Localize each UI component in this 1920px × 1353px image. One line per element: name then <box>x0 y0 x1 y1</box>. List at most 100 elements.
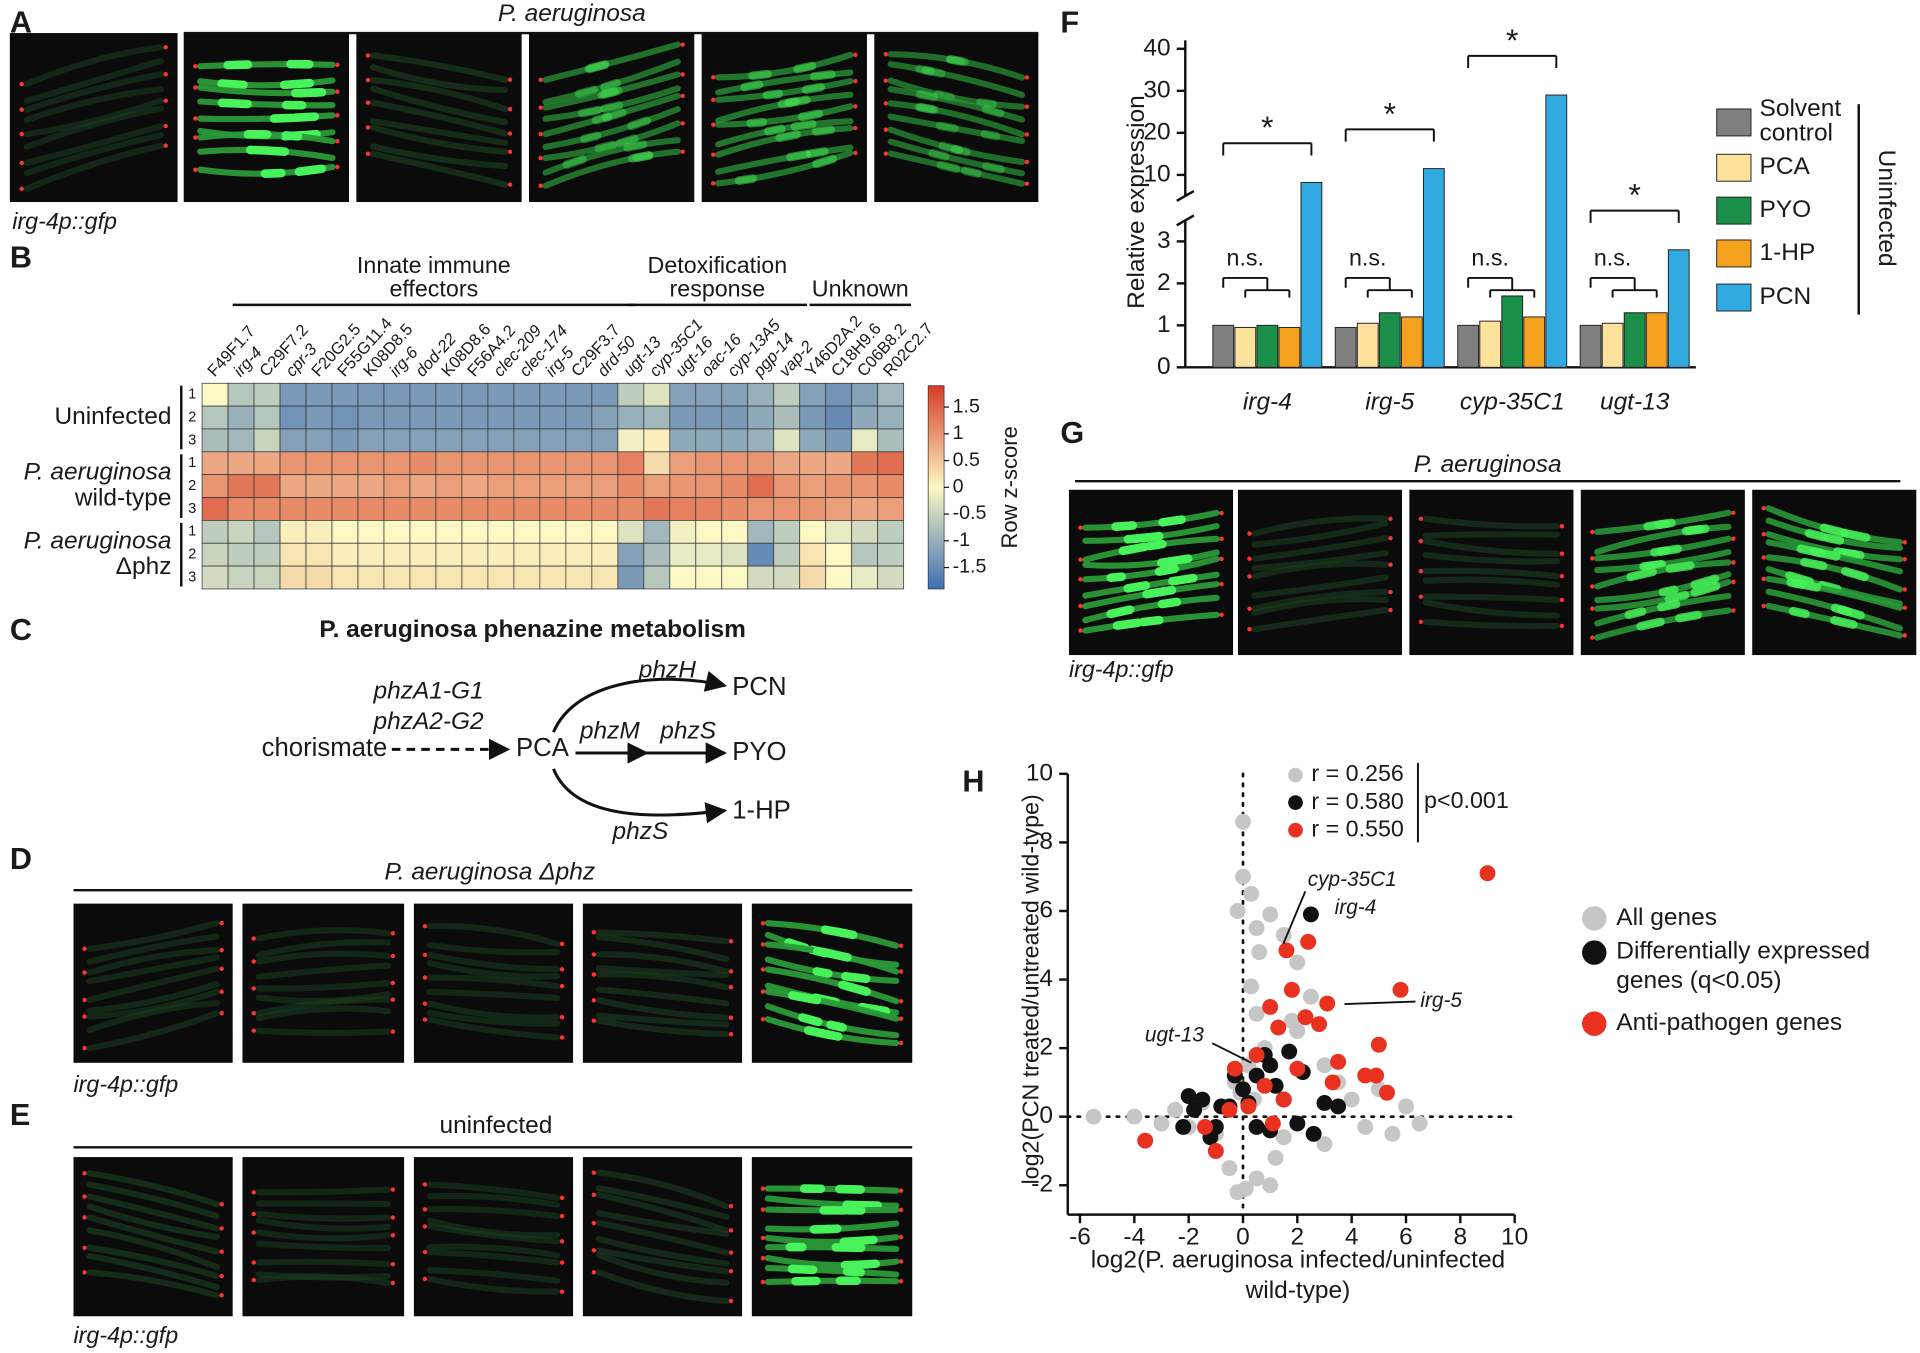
data-point <box>1357 1119 1374 1135</box>
pharynx-marker <box>335 113 340 118</box>
heatmap-cell <box>539 565 567 590</box>
pharynx-marker <box>1731 579 1736 585</box>
gfp-signal <box>1154 564 1180 576</box>
micrograph <box>9 33 178 203</box>
heatmap-cell <box>565 474 593 498</box>
gene-annotation: cyp-35C1 <box>1308 868 1397 891</box>
worm <box>887 113 1026 144</box>
heatmap-cell <box>591 497 619 521</box>
pharynx-marker <box>898 943 904 948</box>
heatmap-cell <box>773 428 801 453</box>
data-point <box>1324 1074 1341 1091</box>
worm <box>595 997 730 1021</box>
worm <box>1082 555 1220 583</box>
pathway-title: P. aeruginosa phenazine metabolism <box>319 616 746 643</box>
pharynx-marker <box>219 1293 224 1298</box>
pharynx-marker <box>728 1268 734 1274</box>
gfp-signal <box>811 125 836 136</box>
gfp-signal <box>1161 554 1193 567</box>
legend-swatch <box>1716 153 1752 182</box>
pharynx-marker <box>538 77 543 83</box>
worm <box>764 1277 900 1286</box>
worm <box>595 986 730 1007</box>
pharynx-marker <box>1902 605 1907 611</box>
worm <box>23 97 164 138</box>
heatmap-cell <box>279 497 307 521</box>
pharynx-marker <box>163 143 168 148</box>
heatmap-cell <box>409 497 437 521</box>
heatmap-cell <box>695 497 723 521</box>
pharynx-marker <box>591 930 597 935</box>
worm <box>255 1258 392 1268</box>
x-tick-label: ugt-13 <box>1600 388 1670 415</box>
data-point <box>1197 1119 1213 1135</box>
data-point <box>1248 1047 1265 1063</box>
pharynx-marker <box>591 1248 597 1253</box>
panel-title: P. aeruginosa <box>1414 451 1562 478</box>
pharynx-marker <box>591 1018 597 1023</box>
pharynx-marker <box>219 966 224 972</box>
gfp-signal <box>803 1026 835 1040</box>
pharynx-marker <box>251 1011 256 1016</box>
heatmap-cell <box>383 474 411 498</box>
worm <box>542 120 681 162</box>
pharynx-marker <box>219 1010 224 1016</box>
pharynx-marker <box>390 1262 396 1267</box>
colorbar-label: Row z-score <box>997 426 1022 548</box>
pharynx-marker <box>728 1032 734 1037</box>
pharynx-marker <box>1247 531 1252 536</box>
gfp-signal <box>223 60 253 70</box>
gfp-signal <box>1157 597 1182 609</box>
heatmap-cell <box>617 474 645 498</box>
worm <box>23 44 164 88</box>
heatmap-cell <box>591 405 619 430</box>
worm <box>369 118 509 146</box>
data-point <box>1237 1180 1254 1197</box>
gene-annotation: irg-5 <box>1420 989 1462 1012</box>
panel-letter: C <box>10 613 32 647</box>
heatmap-cell <box>357 565 385 590</box>
worm <box>197 98 336 109</box>
gfp-signal <box>217 98 252 109</box>
gfp-signal <box>632 151 654 162</box>
pharynx-marker <box>422 975 428 980</box>
pharynx-marker <box>559 1195 565 1200</box>
pharynx-marker <box>1024 132 1030 137</box>
heatmap-cell <box>305 405 333 430</box>
pharynx-marker <box>251 1190 256 1195</box>
data-point <box>1248 1119 1265 1135</box>
data-point <box>1256 1077 1273 1094</box>
heatmap-cell <box>669 520 697 544</box>
gfp-signal <box>915 90 938 102</box>
worm <box>426 1181 561 1201</box>
worm <box>255 950 392 965</box>
worm <box>23 71 164 113</box>
worm <box>426 1009 561 1027</box>
data-point <box>1319 995 1336 1012</box>
heatmap-cell <box>409 565 437 590</box>
heatmap-cell <box>747 520 775 544</box>
gfp-signal <box>1804 529 1828 542</box>
heatmap-cell <box>409 474 437 498</box>
heatmap-cell <box>721 405 749 430</box>
pharynx-marker <box>538 183 543 189</box>
pharynx-marker <box>680 121 685 126</box>
y-tick-label: 4 <box>1039 965 1053 992</box>
worm <box>86 933 220 965</box>
pharynx-marker <box>591 1170 597 1175</box>
data-point <box>1262 999 1279 1015</box>
gfp-signal <box>1158 515 1186 527</box>
worm <box>426 1000 561 1021</box>
data-point <box>1368 1067 1385 1084</box>
heatmap-cell <box>383 565 411 590</box>
gfp-signal <box>600 101 624 113</box>
pharynx-marker <box>219 1201 224 1207</box>
heatmap-cell <box>227 542 255 567</box>
heatmap-cell <box>435 497 463 521</box>
pharynx-marker <box>591 1220 597 1226</box>
gfp-signal <box>1636 617 1665 631</box>
gfp-signal <box>1675 610 1703 623</box>
heatmap-cell <box>305 497 333 521</box>
heatmap-cell <box>201 497 229 521</box>
heatmap-cell <box>695 428 723 453</box>
